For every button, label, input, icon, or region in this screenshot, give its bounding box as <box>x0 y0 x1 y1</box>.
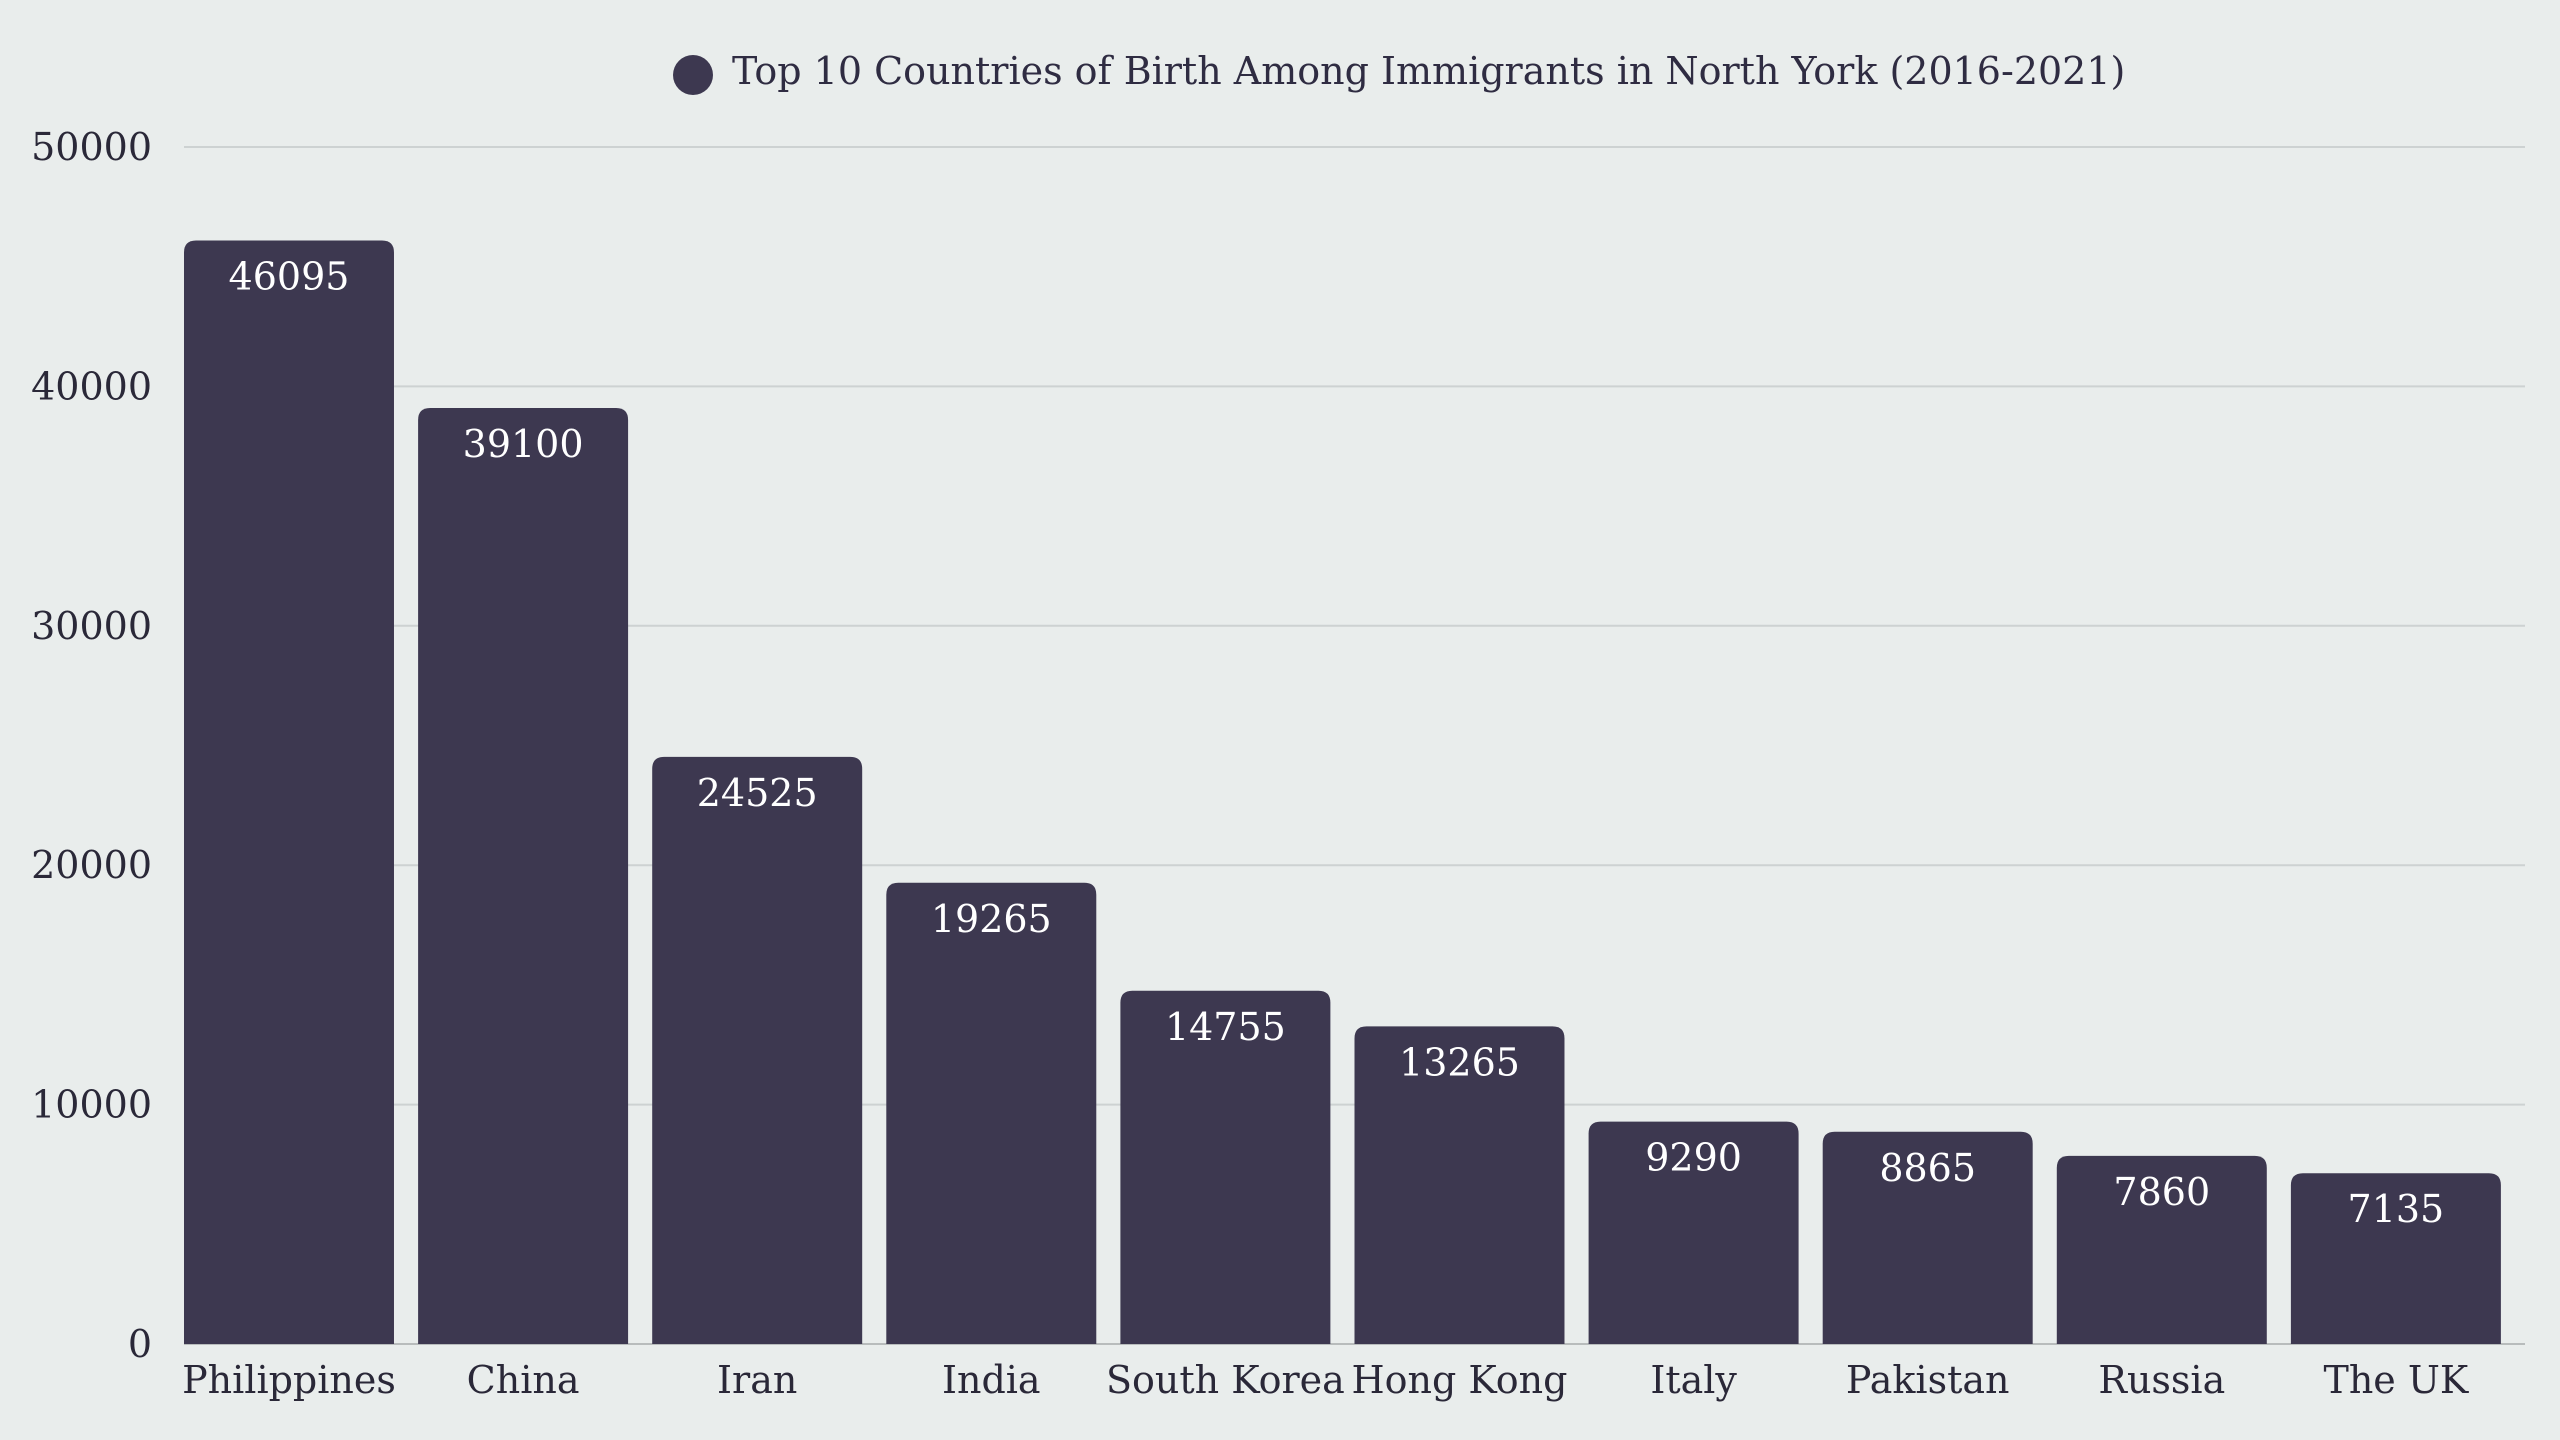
y-tick-label: 10000 <box>31 1083 152 1127</box>
x-tick-label: India <box>942 1358 1041 1402</box>
bar-value-label: 8865 <box>1879 1146 1976 1190</box>
bar <box>184 240 394 1344</box>
bar-value-label: 39100 <box>463 422 584 466</box>
bar <box>1354 1026 1565 1344</box>
bar <box>2290 1173 2501 1344</box>
bar-value-label: 14755 <box>1165 1005 1286 1049</box>
x-axis: Philippines China Iran India South Korea Hong… <box>182 1358 2469 1402</box>
bar-value-label: 24525 <box>697 771 818 815</box>
x-tick-label: Italy <box>1650 1358 1737 1402</box>
y-tick-label: 30000 <box>31 604 152 648</box>
bar <box>1120 990 1331 1344</box>
bar-series <box>184 240 2501 1344</box>
bar <box>652 756 863 1344</box>
bar <box>418 407 629 1344</box>
x-tick-label: The UK <box>2323 1358 2468 1402</box>
x-tick-label: China <box>467 1358 580 1402</box>
bar-value-label: 7860 <box>2113 1170 2210 1214</box>
bar-value-label: 13265 <box>1399 1040 1520 1084</box>
x-tick-label: Russia <box>2098 1358 2225 1402</box>
y-tick-label: 50000 <box>31 125 152 169</box>
bar-value-label: 19265 <box>931 897 1052 941</box>
x-tick-label: Philippines <box>182 1358 396 1402</box>
bar-value-label: 46095 <box>229 254 350 298</box>
x-tick-label: Iran <box>717 1358 797 1402</box>
x-tick-label: Hong Kong <box>1352 1358 1568 1402</box>
bar-value-label: 7135 <box>2348 1187 2445 1231</box>
y-tick-label: 20000 <box>31 843 152 887</box>
legend-marker <box>673 55 713 95</box>
x-tick-label: South Korea <box>1106 1358 1345 1402</box>
y-tick-label: 0 <box>128 1322 152 1366</box>
legend-label: Top 10 Countries of Birth Among Immigran… <box>732 49 2125 93</box>
chart-legend: Top 10 Countries of Birth Among Immigran… <box>673 49 2125 95</box>
x-tick-label: Pakistan <box>1846 1358 2010 1402</box>
bar <box>886 882 1097 1344</box>
bar <box>1588 1121 1799 1344</box>
y-tick-label: 40000 <box>31 364 152 408</box>
bar-value-label: 9290 <box>1645 1136 1742 1180</box>
data-labels: 46095 39100 24525 19265 14755 13265 9290 8865 78… <box>229 254 2445 1231</box>
y-axis: 0 10000 20000 30000 40000 50000 <box>31 125 152 1366</box>
bar <box>1822 1131 2033 1344</box>
bar <box>2056 1155 2267 1344</box>
